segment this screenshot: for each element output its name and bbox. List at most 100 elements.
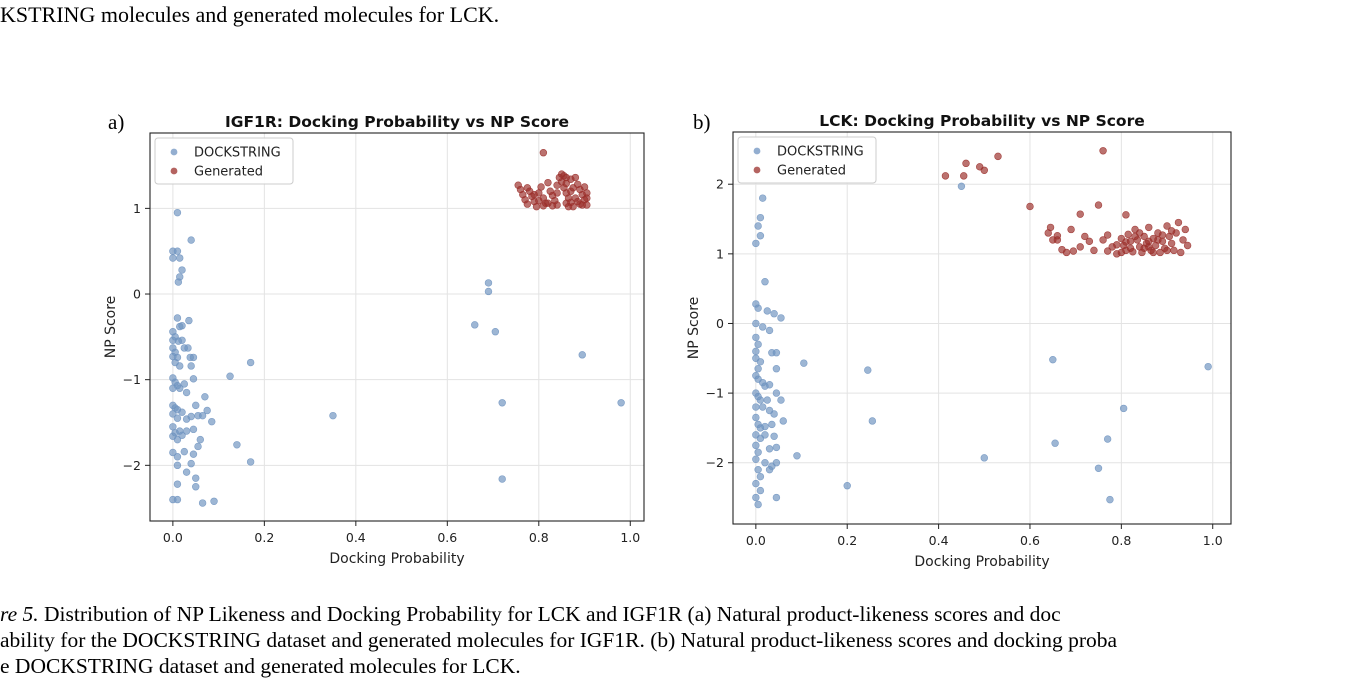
caption-line-2: ability for the DOCKSTRING dataset and g… [0, 628, 1118, 652]
dockstring-point [770, 310, 778, 318]
dockstring-point [758, 194, 767, 202]
generated-point [1094, 201, 1103, 209]
y-tick-label: −2 [123, 458, 141, 473]
generated-point [1103, 247, 1112, 255]
dockstring-point [754, 340, 762, 349]
dockstring-point [173, 208, 182, 217]
generated-point [1090, 246, 1098, 255]
dockstring-point [189, 353, 198, 362]
legend-label-generated: Generated [777, 164, 846, 179]
dockstring-point [182, 468, 191, 476]
dockstring-point [176, 254, 184, 262]
dockstring-point [498, 475, 506, 483]
dockstring-point [187, 459, 195, 468]
dockstring-point [765, 326, 774, 335]
generated-point [1113, 241, 1121, 249]
dockstring-point [772, 349, 781, 357]
generated-point [1170, 246, 1178, 255]
caption-label: re 5. [0, 602, 39, 626]
dockstring-point [173, 480, 182, 488]
x-tick-label: 0.6 [437, 530, 457, 545]
dockstring-point [800, 359, 808, 367]
figure-caption: re 5. Distribution of NP Likeness and Do… [0, 601, 1347, 679]
dockstring-point [189, 450, 198, 458]
dockstring-point [754, 500, 762, 509]
plot-frame [732, 131, 1232, 525]
x-tick-label: 0.4 [929, 533, 949, 548]
caption-line-1: re 5. Distribution of NP Likeness and Do… [0, 601, 1347, 627]
dockstring-point [1103, 435, 1112, 443]
dockstring-point [192, 401, 200, 410]
chart-title: LCK: Docking Probability vs NP Score [819, 112, 1144, 130]
legend-marker-dockstring [753, 147, 761, 155]
dockstring-point [173, 247, 182, 255]
dockstring-point [770, 410, 778, 418]
x-axis-label: Docking Probability [914, 554, 1049, 570]
generated-point [960, 172, 968, 180]
generated-point [569, 184, 577, 192]
x-tick-label: 0.2 [254, 530, 274, 545]
dockstring-point [173, 453, 182, 461]
dockstring-point [187, 236, 195, 244]
caption-line-1-text: Distribution of NP Likeness and Docking … [44, 602, 1061, 626]
generated-point [1067, 225, 1075, 234]
dockstring-point [484, 279, 493, 287]
y-tick-label: 1 [133, 201, 141, 216]
dockstring-point [761, 459, 769, 467]
dockstring-point [178, 266, 186, 274]
dockstring-point [763, 396, 771, 404]
series-generated [514, 148, 591, 211]
generated-point [1179, 236, 1187, 244]
generated-point [980, 166, 988, 174]
dockstring-point [752, 441, 760, 450]
preceding-caption-text: KSTRING molecules and generated molecule… [0, 2, 500, 27]
legend: DOCKSTRING Generated [154, 137, 294, 185]
generated-point [553, 181, 561, 189]
legend: DOCKSTRING Generated [737, 136, 877, 184]
dockstring-point [174, 278, 183, 286]
dockstring-point [1049, 355, 1057, 364]
legend-label-dockstring: DOCKSTRING [194, 146, 281, 161]
generated-point [1149, 248, 1158, 257]
series-dockstring [169, 208, 625, 507]
dockstring-point [180, 447, 189, 456]
dockstring-point [777, 314, 785, 322]
generated-point [1085, 237, 1094, 246]
generated-point [539, 148, 548, 157]
dockstring-point [752, 347, 760, 356]
dockstring-point [173, 435, 182, 444]
dockstring-point [617, 399, 625, 407]
dockstring-point [187, 362, 195, 370]
dockstring-point [864, 366, 872, 374]
dockstring-point [484, 287, 493, 296]
panel-label-a: a) [108, 110, 125, 134]
x-tick-label: 0.2 [837, 533, 857, 548]
dockstring-point [752, 493, 760, 502]
dockstring-point [203, 406, 211, 415]
dockstring-point [772, 389, 781, 397]
generated-point [1062, 248, 1071, 257]
dockstring-point [182, 427, 191, 435]
dockstring-point [770, 432, 778, 440]
legend-label-generated: Generated [194, 165, 263, 180]
dockstring-point [578, 351, 586, 359]
generated-point [1145, 237, 1153, 246]
generated-point [583, 194, 591, 202]
scatter-chart-igf1r: 0.0 0.2 0.4 0.6 0.8 1.0 −2 −1 0 1 IGF1R: Docking P… [103, 113, 645, 567]
scatter-chart-lck: 0.0 0.2 0.4 0.6 0.8 1.0 −2 −1 0 1 2 LCK: Docking Pr… [686, 112, 1232, 570]
dockstring-point [779, 417, 787, 425]
generated-point [544, 178, 552, 187]
dockstring-point [187, 412, 195, 421]
dockstring-point [329, 411, 337, 420]
dockstring-point [178, 408, 186, 416]
dockstring-point [169, 254, 177, 262]
dockstring-point [198, 411, 207, 420]
legend-label-dockstring: DOCKSTRING [777, 145, 864, 160]
dockstring-point [178, 431, 186, 440]
dockstring-point [178, 336, 186, 344]
dockstring-point [754, 304, 762, 312]
dockstring-point [173, 495, 182, 504]
generated-point [1163, 246, 1171, 255]
dockstring-point [169, 410, 177, 418]
legend-box [154, 137, 294, 185]
